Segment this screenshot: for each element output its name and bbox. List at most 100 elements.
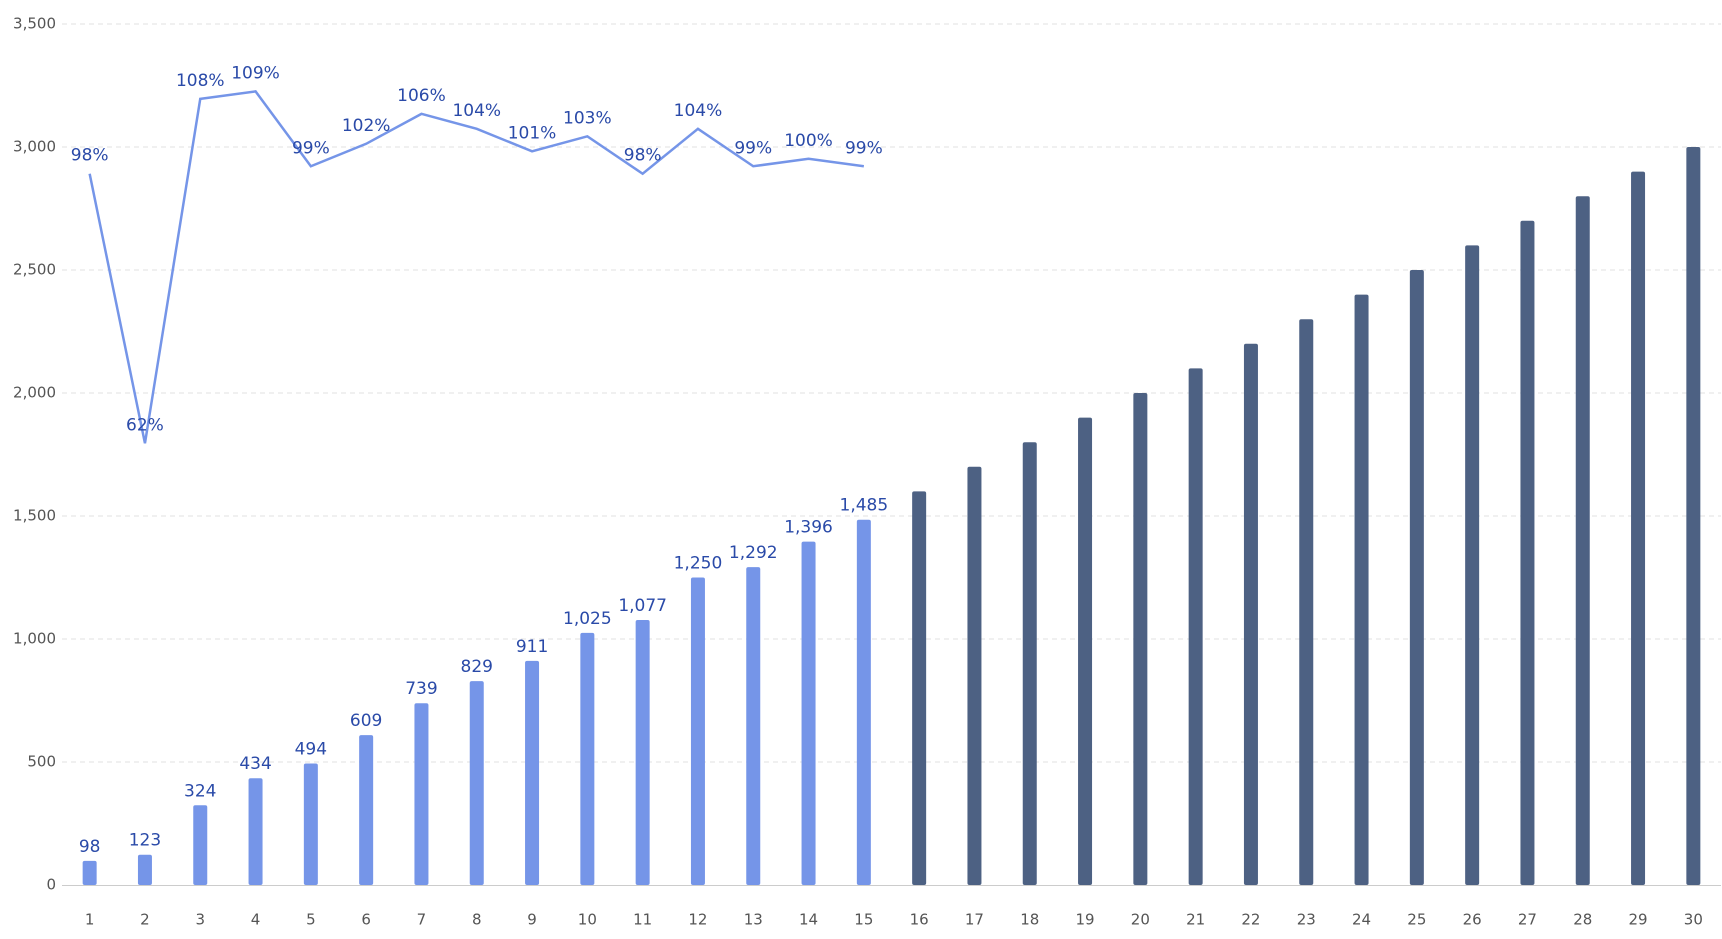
y-tick-label: 2,000 (13, 384, 56, 402)
x-tick-label: 9 (527, 911, 537, 929)
y-tick-label: 2,500 (13, 261, 56, 279)
data-label: 1,077 (618, 596, 667, 616)
bar (1022, 442, 1037, 885)
data-label: 123 (129, 831, 161, 851)
x-tick-label: 16 (910, 911, 929, 929)
x-tick-label: 12 (688, 911, 707, 929)
bar (912, 491, 927, 885)
y-tick-label: 1,500 (13, 507, 56, 525)
bar (1686, 147, 1701, 885)
x-tick-label: 26 (1463, 911, 1482, 929)
data-label: 911 (516, 637, 548, 657)
bar (137, 854, 152, 885)
data-label: 1,025 (563, 609, 612, 629)
bar (248, 778, 263, 885)
line (88, 90, 865, 444)
x-tick-label: 15 (854, 911, 873, 929)
data-label: 434 (239, 754, 271, 774)
data-label: 1,250 (674, 554, 723, 574)
data-label: 494 (295, 739, 327, 759)
bar (1188, 368, 1203, 885)
x-tick-label: 11 (633, 911, 652, 929)
bar (1243, 343, 1258, 885)
x-tick-label: 14 (799, 911, 818, 929)
data-label: 98% (624, 146, 662, 166)
bar (1354, 294, 1369, 886)
bar (856, 519, 871, 885)
data-label: 324 (184, 781, 216, 801)
x-tick-label: 19 (1076, 911, 1095, 929)
x-tick-label: 29 (1629, 911, 1648, 929)
bar (1520, 220, 1535, 886)
data-label: 1,485 (840, 496, 889, 516)
x-tick-label: 7 (417, 911, 427, 929)
bar (1078, 417, 1093, 885)
x-tick-label: 28 (1573, 911, 1592, 929)
y-tick-label: 3,500 (13, 15, 56, 33)
y-tick-label: 3,000 (13, 138, 56, 156)
bar (1631, 171, 1646, 886)
data-label: 109% (231, 63, 280, 83)
data-label: 103% (563, 108, 612, 128)
data-label: 99% (734, 138, 772, 158)
x-tick-label: 13 (744, 911, 763, 929)
bar (193, 805, 208, 885)
x-tick-label: 21 (1186, 911, 1205, 929)
data-label: 98% (71, 146, 109, 166)
data-label: 99% (292, 138, 330, 158)
x-tick-label: 24 (1352, 911, 1371, 929)
bar (469, 681, 484, 885)
x-tick-label: 17 (965, 911, 984, 929)
bar (414, 703, 429, 885)
x-tick-label: 22 (1241, 911, 1260, 929)
bar (303, 763, 318, 885)
data-label: 609 (350, 711, 382, 731)
x-tick-label: 4 (251, 911, 261, 929)
data-label: 104% (452, 101, 501, 121)
data-label: 108% (176, 71, 225, 91)
x-tick-label: 18 (1020, 911, 1039, 929)
data-label: 101% (508, 123, 557, 143)
bar (801, 541, 816, 885)
x-tick-label: 1 (85, 911, 95, 929)
bar (690, 577, 705, 885)
bar (1465, 245, 1480, 885)
data-label: 1,396 (784, 518, 833, 538)
bar (635, 620, 650, 885)
data-label: 98 (79, 837, 101, 857)
bar (82, 860, 97, 885)
bar (525, 660, 540, 885)
bar (359, 735, 374, 885)
data-label: 104% (674, 101, 723, 121)
x-tick-label: 3 (195, 911, 205, 929)
bar (1409, 270, 1424, 885)
x-tick-label: 2 (140, 911, 150, 929)
bar (746, 567, 761, 885)
y-tick-label: 0 (46, 876, 56, 894)
x-tick-label: 6 (361, 911, 371, 929)
y-tick-label: 500 (27, 753, 56, 771)
x-tick-label: 8 (472, 911, 482, 929)
bar (1133, 393, 1148, 885)
x-tick-label: 5 (306, 911, 316, 929)
data-label: 62% (126, 415, 164, 435)
x-tick-label: 23 (1297, 911, 1316, 929)
x-tick-label: 27 (1518, 911, 1537, 929)
x-tick-label: 30 (1684, 911, 1703, 929)
data-label: 829 (461, 657, 493, 677)
bar (580, 632, 595, 885)
data-label: 100% (784, 131, 833, 151)
y-tick-label: 1,000 (13, 630, 56, 648)
bar (967, 466, 982, 885)
data-label: 1,292 (729, 543, 778, 563)
data-label: 106% (397, 86, 446, 106)
data-label: 102% (342, 116, 391, 136)
bar (1575, 196, 1590, 885)
bar (1299, 319, 1314, 885)
x-tick-label: 10 (578, 911, 597, 929)
data-label: 739 (405, 679, 437, 699)
x-tick-label: 25 (1407, 911, 1426, 929)
data-label: 99% (845, 138, 883, 158)
x-tick-label: 20 (1131, 911, 1150, 929)
